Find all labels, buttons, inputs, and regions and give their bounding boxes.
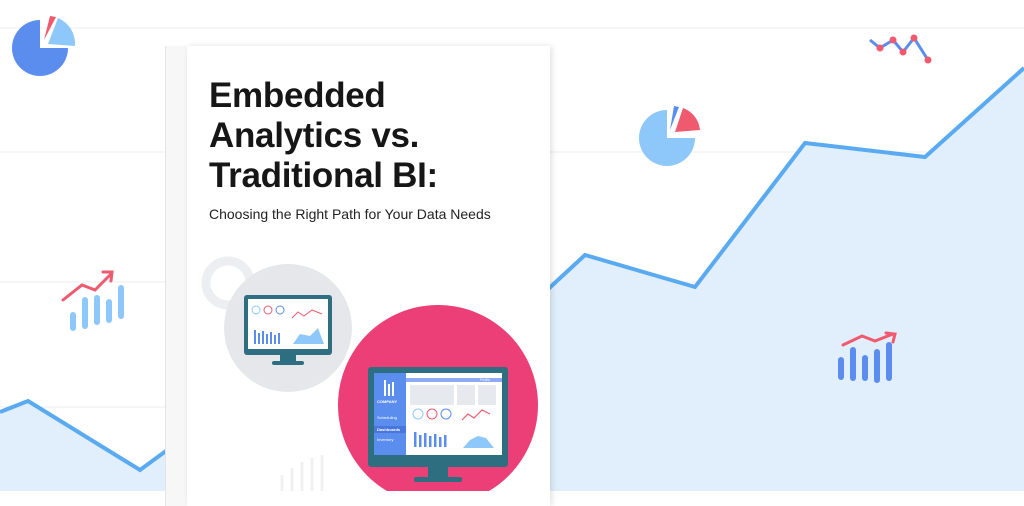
small-monitor-icon: [244, 295, 332, 365]
large-monitor-icon: COMPANY Scheduling Dashboards Inventory …: [368, 367, 508, 482]
line-chart-icon: [869, 34, 932, 64]
bar-chart-trend-icon: [838, 331, 897, 383]
cover-title: Embedded Analytics vs. Traditional BI:: [209, 76, 438, 196]
nav-item-scheduling: Scheduling: [377, 415, 397, 420]
profile-label: Profile: [480, 378, 490, 382]
trend-line-right: [543, 66, 1024, 294]
pie-chart-icon: [12, 16, 76, 76]
brand-label: COMPANY: [377, 399, 397, 404]
title-line: Traditional BI:: [209, 156, 438, 195]
pie-chart-icon: [639, 106, 700, 166]
area-fill-left: [0, 401, 170, 491]
background-line-chart: [0, 16, 1024, 491]
title-line: Embedded: [209, 76, 386, 115]
nav-item-dashboards: Dashboards: [377, 427, 401, 432]
trend-line-left: [0, 398, 172, 473]
area-fill-right: [545, 68, 1024, 491]
cover-subtitle: Choosing the Right Path for Your Data Ne…: [209, 206, 491, 222]
nav-item-inventory: Inventory: [377, 437, 393, 442]
title-line: Analytics vs.: [209, 116, 420, 155]
cover-illustration: COMPANY Scheduling Dashboards Inventory …: [201, 256, 538, 491]
faint-bars: [280, 455, 324, 491]
bar-chart-trend-icon: [61, 270, 124, 331]
